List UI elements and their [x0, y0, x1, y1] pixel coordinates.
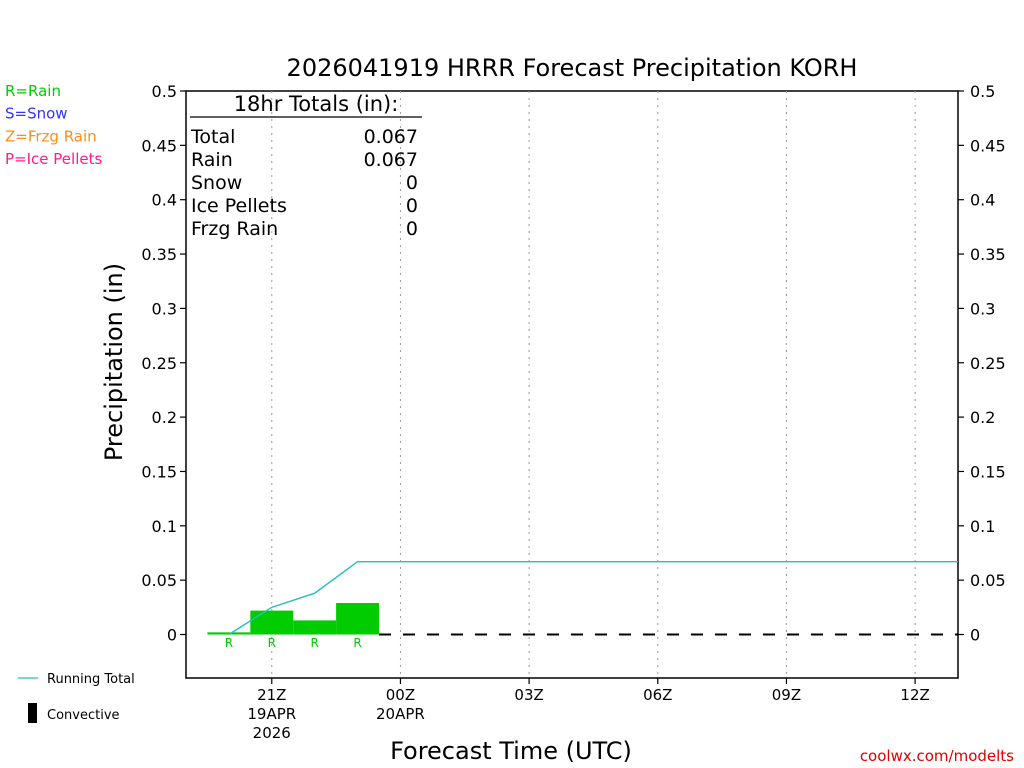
y-axis-label: Precipitation (in): [100, 263, 128, 461]
y-tick-label-right: 0.15: [970, 462, 1006, 481]
totals-row-value: 0.067: [364, 126, 418, 148]
y-tick-label-right: 0.5: [970, 82, 995, 101]
x-tick-date: 20APR: [376, 705, 425, 723]
y-tick-label-left: 0.4: [152, 191, 177, 210]
y-tick-label-right: 0.35: [970, 245, 1006, 264]
x-tick-label: 09Z: [772, 686, 801, 704]
y-tick-label-left: 0.05: [141, 571, 177, 590]
x-tick-year: 2026: [253, 724, 291, 742]
running-total-line-group: [228, 560, 958, 636]
x-tick-label: 06Z: [643, 686, 672, 704]
convective-legend-label: Convective: [47, 708, 120, 723]
y-tick-label-right: 0.05: [970, 571, 1006, 590]
y-tick-label-right: 0.2: [970, 408, 995, 427]
y-tick-label-right: 0.45: [970, 136, 1006, 155]
totals-row-value: 0: [406, 218, 418, 240]
y-tick-label-left: 0.25: [141, 354, 177, 373]
totals-title: 18hr Totals (in):: [234, 92, 399, 116]
y-tick-label-right: 0.25: [970, 354, 1006, 373]
precip-bar: [293, 620, 337, 635]
y-axis-left: 0.5 0.45 0.4 0.35 0.3 0.25 0.2 0.15 0.1 0.05 0: [141, 82, 186, 645]
precip-bar: [250, 610, 294, 635]
x-tick-label: 00Z: [386, 686, 415, 704]
ptype-letter: R: [310, 636, 318, 650]
totals-row-label: Frzg Rain: [191, 218, 278, 240]
y-tick-label-left: 0.15: [141, 462, 177, 481]
y-tick-label-right: 0.4: [970, 191, 995, 210]
y-tick-label-left: 0.5: [152, 82, 177, 101]
ptype-legend-item: Z=Frzg Rain: [5, 127, 97, 145]
convective-legend-swatch: [28, 703, 37, 723]
ptype-letter: R: [268, 636, 276, 650]
credit-link[interactable]: coolwx.com/modelts: [860, 747, 1014, 765]
y-tick-label-left: 0.2: [152, 408, 177, 427]
ptype-legend-item: R=Rain: [5, 82, 61, 100]
ptype-letter: R: [225, 636, 233, 650]
totals-row-label: Ice Pellets: [191, 195, 287, 217]
plot-frame: [185, 90, 959, 679]
running-total-legend-label: Running Total: [47, 672, 135, 687]
x-tick-label: 21Z: [257, 686, 286, 704]
y-tick-label-left: 0: [167, 626, 177, 645]
y-axis-right: 0.5 0.45 0.4 0.35 0.3 0.25 0.2 0.15 0.1 0.05 0: [958, 82, 1006, 645]
grid-lines: [271, 91, 916, 678]
y-tick-label-right: 0: [970, 626, 980, 645]
totals-box: 18hr Totals (in): Total 0.067 Rain 0.067 Sno…: [190, 92, 422, 240]
x-axis-label: Forecast Time (UTC): [390, 737, 632, 765]
precip-bar: [336, 602, 379, 635]
y-tick-label-left: 0.45: [141, 136, 177, 155]
totals-row-value: 0: [406, 172, 418, 194]
x-tick-label: 12Z: [900, 686, 929, 704]
bottom-legend: Running Total Convective: [18, 672, 135, 723]
running-total-line: [228, 560, 958, 636]
totals-row-label: Total: [190, 126, 235, 148]
ptype-legend: R=Rain S=Snow Z=Frzg Rain P=Ice Pellets: [5, 82, 102, 168]
ptype-legend-item: P=Ice Pellets: [5, 150, 102, 168]
y-tick-label-left: 0.35: [141, 245, 177, 264]
ptype-legend-item: S=Snow: [5, 105, 68, 123]
chart-title: 2026041919 HRRR Forecast Precipitation K…: [287, 54, 858, 82]
x-tick-label: 03Z: [514, 686, 543, 704]
totals-row-value: 0: [406, 195, 418, 217]
totals-row-label: Snow: [191, 172, 242, 194]
x-tick-date: 19APR: [247, 705, 296, 723]
totals-row-value: 0.067: [364, 149, 418, 171]
ptype-letter: R: [353, 636, 361, 650]
totals-row-label: Rain: [191, 149, 233, 171]
totals-rows: Total 0.067 Rain 0.067 Snow 0 Ice Pellets 0 Frzg…: [190, 126, 418, 240]
y-tick-label-left: 0.3: [152, 299, 177, 318]
y-tick-label-right: 0.3: [970, 299, 995, 318]
y-tick-label-right: 0.1: [970, 517, 995, 536]
y-tick-label-left: 0.1: [152, 517, 177, 536]
precip-bar: [207, 632, 251, 635]
